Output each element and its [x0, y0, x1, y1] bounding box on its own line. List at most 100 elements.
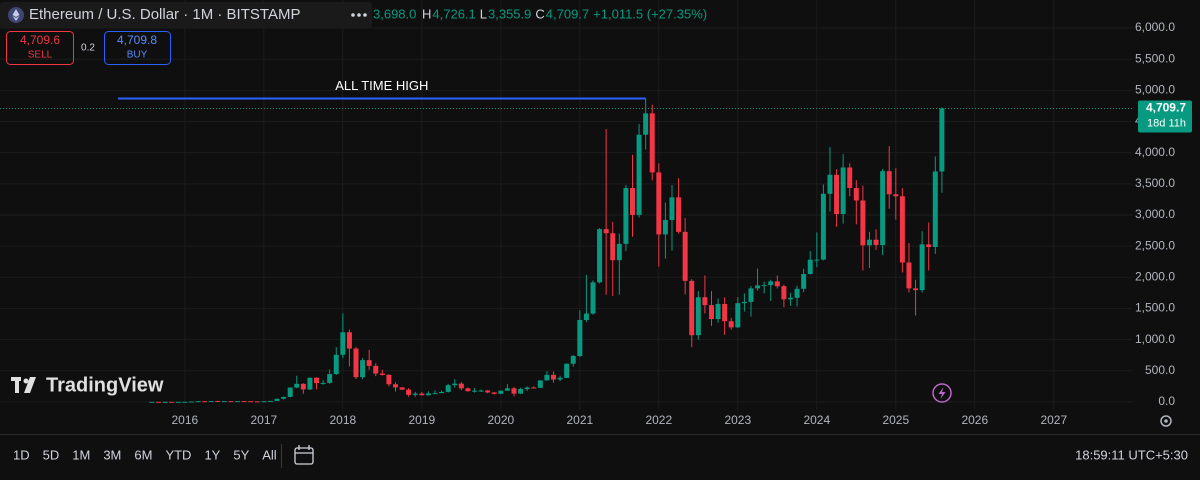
y-tick-label: 500.0 [1145, 363, 1175, 377]
candle-body [281, 396, 287, 399]
candle-body [801, 274, 807, 289]
candle-body [452, 383, 458, 386]
price-tag-countdown: 18d 11h [1147, 117, 1186, 129]
candle-body [807, 259, 813, 275]
ohlc-label: C [535, 6, 544, 21]
candle-body [353, 348, 359, 378]
candle-body [412, 393, 418, 395]
candle-body [715, 303, 721, 320]
candle-body [860, 200, 866, 246]
candle-body [478, 390, 484, 392]
candle-body [195, 401, 201, 403]
candle-body [708, 305, 714, 320]
candle-body [873, 239, 879, 246]
ohlc-value: 3,355.9 [488, 6, 531, 21]
candle-body [267, 400, 273, 402]
candle-body [735, 303, 741, 328]
y-tick-label: 4,000.0 [1135, 145, 1175, 159]
candle-body [294, 383, 300, 388]
candle-body [702, 297, 708, 306]
candle-body [287, 387, 293, 397]
candle-body [899, 196, 905, 263]
more-menu[interactable] [351, 13, 367, 17]
timeframes: 1D 5D 1M 3M 6M YTD 1Y 5Y All [13, 447, 277, 462]
candle-body [399, 387, 405, 390]
candle-body [728, 321, 734, 328]
candle-body [649, 113, 655, 173]
buy-button[interactable] [104, 31, 171, 65]
candle-body [379, 373, 385, 375]
candle-body [393, 384, 399, 388]
sell-button[interactable] [6, 31, 74, 65]
candle-body [695, 297, 701, 336]
candle-body [327, 374, 333, 383]
candle-body [669, 197, 675, 221]
x-tick-label: 2026 [961, 413, 988, 427]
timeframe-button[interactable]: All [262, 447, 277, 462]
symbol-title: Ethereum / U.S. Dollar · 1M · BITSTAMP [29, 6, 300, 23]
candle-body [386, 374, 392, 385]
timeframe-button[interactable]: 6M [134, 447, 152, 462]
x-tick-label: 2020 [487, 413, 514, 427]
spread: 0.2 [81, 43, 95, 54]
candle-body [346, 332, 352, 349]
candle-body [235, 401, 241, 403]
candle-body [722, 303, 728, 322]
open-value: 3,698.0 [373, 6, 416, 21]
x-tick-label: 2019 [408, 413, 435, 427]
price-tag-value: 4,709.7 [1146, 101, 1186, 115]
timeframe-button[interactable]: 3M [103, 447, 121, 462]
candle-body [787, 297, 793, 300]
candle-body [360, 360, 366, 378]
candle-body [866, 239, 872, 246]
candle-body [662, 220, 668, 235]
y-tick-label: 1,500.0 [1135, 301, 1175, 315]
candle-body [228, 401, 234, 403]
candle-body [504, 388, 510, 391]
timeframe-button[interactable]: 1M [72, 447, 90, 462]
y-tick-label: 3,500.0 [1135, 176, 1175, 190]
candle-body [616, 243, 622, 261]
candle-body [425, 393, 431, 396]
event-badge[interactable] [932, 383, 952, 403]
candle-body [300, 383, 306, 390]
ohlc-value: 4,726.1 [432, 6, 475, 21]
x-tick-label: 2022 [645, 413, 672, 427]
timeframe-button[interactable]: 5D [43, 447, 60, 462]
timeframe-button[interactable]: 5Y [233, 447, 249, 462]
candle-body [583, 313, 589, 321]
candle-body [458, 383, 464, 389]
candle-body [215, 401, 221, 403]
event-icon [938, 387, 946, 399]
candle-body [320, 382, 326, 384]
candle-body [307, 377, 313, 390]
candle-body [748, 288, 754, 302]
candle-body [182, 401, 188, 403]
candle-body [221, 401, 227, 403]
candle-body [333, 354, 339, 375]
candle-body [498, 390, 504, 394]
candle-body [149, 401, 155, 403]
candle-body [932, 171, 938, 247]
candle-body [636, 134, 642, 215]
candle-body [676, 197, 682, 232]
timeframe-button[interactable]: 1D [13, 447, 30, 462]
date-range-button[interactable] [294, 445, 314, 465]
candle-body [926, 244, 932, 247]
candle-body [511, 388, 517, 394]
clock: 18:59:11 UTC+5:30 [1075, 447, 1188, 462]
candle-body [834, 174, 840, 215]
candle-body [774, 281, 780, 287]
candle-body [603, 229, 609, 234]
candle-body [524, 387, 530, 390]
settings-icon[interactable] [1160, 415, 1172, 427]
candle-body [794, 288, 800, 298]
candle-body [755, 285, 761, 289]
candle-body [939, 108, 945, 172]
buy-price: 4,709.8 [117, 33, 157, 47]
timeframe-button[interactable]: 1Y [204, 447, 220, 462]
sell-price: 4,709.6 [20, 33, 60, 47]
candle-body [169, 401, 175, 403]
candle-body [689, 280, 695, 336]
timeframe-button[interactable]: YTD [165, 447, 191, 462]
